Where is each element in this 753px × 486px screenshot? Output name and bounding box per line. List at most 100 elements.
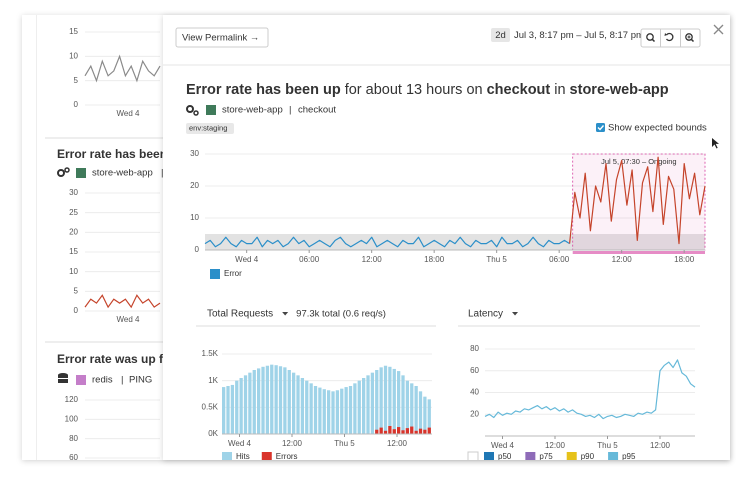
service-swatch — [76, 375, 86, 385]
database-icon — [58, 373, 68, 383]
y-tick-label: 5 — [74, 286, 79, 295]
x-tick-label: Thu 5 — [334, 439, 355, 448]
bar — [313, 386, 318, 434]
x-tick-label: Thu 5 — [597, 441, 618, 450]
metric-selector[interactable]: Latency — [468, 309, 503, 320]
x-tick-label: Thu 5 — [486, 255, 507, 264]
bar — [230, 384, 235, 434]
x-tick-label: 06:00 — [549, 255, 570, 264]
x-tick-label: 18:00 — [674, 255, 695, 264]
legend-label: p90 — [581, 452, 595, 461]
series-line — [84, 294, 161, 309]
bar — [383, 365, 388, 434]
bar — [340, 388, 344, 434]
bar — [278, 366, 283, 434]
bar — [397, 427, 401, 434]
x-tick-label: 12:00 — [545, 441, 566, 450]
bar — [327, 390, 331, 434]
x-tick-label: 12:00 — [650, 441, 671, 450]
bar — [265, 365, 270, 434]
legend-swatch — [525, 452, 536, 460]
timeframe-badge — [491, 28, 510, 42]
anomaly-bar — [572, 251, 705, 254]
reset-button[interactable] — [664, 32, 674, 42]
series-line — [569, 156, 706, 245]
y-tick-label: 80 — [470, 344, 479, 353]
series-line — [84, 54, 161, 83]
bar — [287, 370, 291, 434]
x-tick-label: 12:00 — [612, 255, 633, 264]
separator: | — [161, 168, 163, 179]
dropdown-caret — [512, 312, 519, 316]
close-button[interactable] — [713, 24, 724, 35]
requests-summary: 97.3k total (0.6 req/s) — [296, 309, 386, 320]
metric-selector[interactable]: Total Requests — [207, 309, 273, 320]
legend-swatch — [261, 452, 272, 460]
y-tick-label: 0.5K — [202, 402, 219, 411]
card-title: Error rate has been — [57, 147, 167, 161]
bar — [383, 430, 388, 434]
tag-separator: | — [289, 105, 291, 116]
separator: | — [121, 375, 123, 386]
y-tick-label: 0 — [74, 100, 79, 109]
x-tick-label: 12:00 — [362, 255, 383, 264]
bar — [296, 375, 300, 434]
bar — [309, 383, 313, 434]
bar — [401, 430, 405, 434]
legend-swatch — [608, 452, 619, 460]
bar — [410, 383, 414, 434]
y-tick-label: 1K — [208, 376, 218, 385]
y-tick-label: 15 — [69, 27, 78, 36]
bar — [397, 371, 401, 434]
bar — [427, 399, 431, 434]
bar — [331, 391, 335, 434]
bar — [322, 389, 326, 434]
bar — [423, 429, 427, 434]
y-tick-label: 0 — [74, 306, 79, 315]
bar — [248, 372, 252, 434]
bar — [300, 378, 305, 434]
bar — [283, 367, 287, 434]
permalink-label: View Permalink → — [182, 33, 259, 44]
gears-icon — [186, 105, 199, 116]
legend-label: p75 — [539, 452, 553, 461]
y-tick-label: 20 — [69, 227, 78, 236]
y-tick-label: 100 — [65, 414, 79, 423]
legend-nav — [467, 451, 479, 460]
bar — [270, 364, 274, 434]
zoom-in-button[interactable] — [685, 33, 695, 43]
y-tick-label: 20 — [470, 409, 479, 418]
zoom-out-button[interactable] — [646, 33, 656, 43]
bar — [261, 366, 265, 434]
y-tick-label: 60 — [470, 366, 479, 375]
x-tick-label: Wed 4 — [491, 441, 515, 450]
bar — [257, 368, 261, 434]
bar — [362, 378, 366, 434]
bar — [274, 365, 278, 434]
bar — [427, 427, 431, 434]
service-swatch — [76, 168, 86, 178]
bar — [418, 391, 423, 434]
y-tick-label: 0K — [208, 429, 218, 438]
y-tick-label: 80 — [69, 434, 78, 443]
x-tick-label: Wed 4 — [117, 109, 141, 118]
sidebar: Error rate has been store-web-app | Erro… — [36, 15, 167, 460]
x-tick-label: 12:00 — [282, 439, 303, 448]
y-tick-label: 120 — [65, 395, 79, 404]
bar — [392, 429, 396, 434]
zoom-controls — [640, 28, 701, 48]
legend-label: Error — [224, 269, 242, 278]
permalink-button[interactable] — [175, 27, 269, 48]
bar — [357, 380, 361, 434]
resource-name: PING — [129, 375, 152, 386]
bounds-checkbox[interactable] — [596, 123, 605, 132]
checkmark — [597, 125, 605, 131]
bar — [423, 396, 427, 434]
bar — [318, 387, 322, 434]
timeframe-badge-label: 2d — [495, 30, 506, 41]
legend-label: p50 — [498, 452, 512, 461]
monitor-title: Error rate has been up for about 13 hours… — [186, 82, 669, 98]
y-tick-label: 10 — [69, 51, 78, 60]
x-tick-label: Wed 4 — [117, 315, 141, 324]
